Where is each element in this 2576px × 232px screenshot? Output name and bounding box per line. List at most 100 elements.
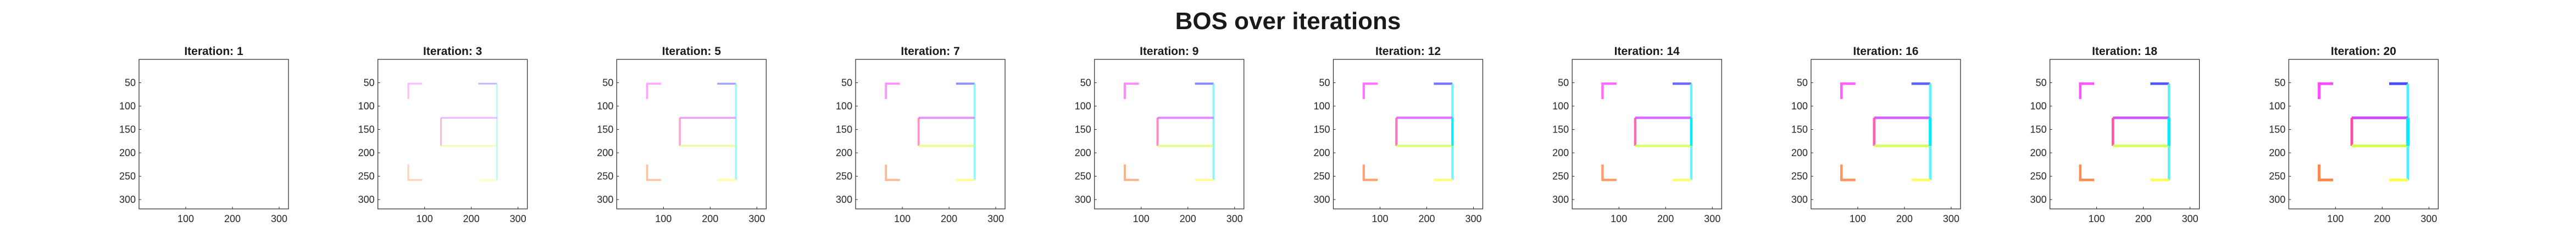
axes-box bbox=[616, 59, 767, 209]
y-tick-label: 150 bbox=[2030, 124, 2047, 135]
bos-stroke bbox=[646, 164, 662, 181]
y-tick-label: 150 bbox=[119, 124, 136, 135]
bos-stroke bbox=[1601, 164, 1617, 181]
bos-image bbox=[407, 82, 498, 181]
y-tick-label: 50 bbox=[364, 78, 375, 89]
bos-image bbox=[1124, 82, 1215, 181]
x-tick-label: 300 bbox=[987, 213, 1004, 224]
x-tick-label: 300 bbox=[2420, 213, 2437, 224]
x-tick-label: 200 bbox=[702, 213, 718, 224]
y-tick-label: 250 bbox=[1075, 171, 1091, 182]
y-tick-label: 250 bbox=[119, 171, 136, 182]
panel-8: Iteration: 16 100 200 300 50 100 150 200 250 300 bbox=[1791, 45, 1961, 224]
y-tick-label: 150 bbox=[1313, 124, 1330, 135]
x-tick-label: 100 bbox=[2089, 213, 2105, 224]
panel-1: Iteration: 1 100 200 300 50 100 150 200 250 300 bbox=[119, 45, 289, 224]
y-tick-label: 50 bbox=[1558, 78, 1569, 89]
bos-stroke bbox=[885, 164, 900, 181]
y-tick-label: 50 bbox=[602, 78, 613, 89]
bos-stroke bbox=[407, 82, 423, 100]
y-tick-label: 50 bbox=[1080, 78, 1091, 89]
panel-title: Iteration: 20 bbox=[2331, 45, 2396, 58]
axes-box bbox=[1811, 59, 1961, 209]
panel-3: Iteration: 5 100 200 300 50 100 150 200 250 300 bbox=[597, 45, 767, 224]
bos-stroke bbox=[2079, 164, 2095, 181]
axes-box bbox=[855, 59, 1006, 209]
axes-box bbox=[377, 59, 528, 209]
y-tick-label: 200 bbox=[119, 147, 136, 158]
axes-box bbox=[1333, 59, 1484, 209]
x-tick-label: 300 bbox=[2182, 213, 2199, 224]
y-tick-label: 200 bbox=[836, 147, 852, 158]
y-tick-label: 100 bbox=[2269, 101, 2285, 112]
y-tick-label: 250 bbox=[1313, 171, 1330, 182]
panel-title: Iteration: 7 bbox=[901, 45, 959, 58]
y-tick-label: 50 bbox=[841, 78, 852, 89]
bos-stroke bbox=[1840, 164, 1856, 181]
x-tick-label: 200 bbox=[1180, 213, 1196, 224]
bos-stroke bbox=[1124, 164, 1139, 181]
y-tick-label: 50 bbox=[2036, 78, 2047, 89]
axes-box bbox=[1094, 59, 1245, 209]
bos-image bbox=[1601, 82, 1693, 181]
y-tick-label: 250 bbox=[1552, 171, 1569, 182]
panel-title: Iteration: 16 bbox=[1853, 45, 1918, 58]
x-tick-label: 200 bbox=[1418, 213, 1435, 224]
panel-6: Iteration: 12 100 200 300 50 100 150 200 250 300 bbox=[1313, 45, 1484, 224]
x-tick-label: 100 bbox=[2327, 213, 2344, 224]
bos-image bbox=[1840, 82, 1932, 181]
y-tick-label: 300 bbox=[1075, 194, 1091, 205]
x-tick-label: 200 bbox=[1896, 213, 1913, 224]
x-tick-label: 100 bbox=[1850, 213, 1866, 224]
panel-title: Iteration: 18 bbox=[2092, 45, 2157, 58]
y-tick-label: 100 bbox=[358, 101, 375, 112]
y-tick-label: 100 bbox=[1552, 101, 1569, 112]
panel-2: Iteration: 3 100 200 300 50 100 150 200 250 300 bbox=[358, 45, 528, 224]
axes-box bbox=[2288, 59, 2439, 209]
y-tick-label: 150 bbox=[1791, 124, 1808, 135]
y-tick-label: 300 bbox=[358, 194, 375, 205]
x-tick-label: 200 bbox=[463, 213, 480, 224]
y-tick-label: 300 bbox=[597, 194, 613, 205]
y-tick-label: 150 bbox=[1075, 124, 1091, 135]
figure-title: BOS over iterations bbox=[1175, 8, 1401, 35]
bos-stroke bbox=[2079, 82, 2095, 100]
axes-box bbox=[2050, 59, 2200, 209]
bos-stroke bbox=[2318, 164, 2333, 181]
y-tick-label: 300 bbox=[2030, 194, 2047, 205]
y-tick-label: 100 bbox=[1075, 101, 1091, 112]
bos-image bbox=[2318, 82, 2410, 181]
x-tick-label: 200 bbox=[2135, 213, 2152, 224]
y-tick-label: 250 bbox=[1791, 171, 1808, 182]
x-tick-label: 300 bbox=[271, 213, 287, 224]
y-tick-label: 150 bbox=[2269, 124, 2285, 135]
x-tick-label: 100 bbox=[177, 213, 194, 224]
axes-box bbox=[1572, 59, 1722, 209]
bos-stroke bbox=[1362, 82, 1378, 100]
bos-stroke bbox=[1840, 82, 1856, 100]
y-tick-label: 100 bbox=[2030, 101, 2047, 112]
y-tick-label: 300 bbox=[1791, 194, 1808, 205]
y-tick-label: 250 bbox=[2269, 171, 2285, 182]
y-tick-label: 100 bbox=[1791, 101, 1808, 112]
panel-4: Iteration: 7 100 200 300 50 100 150 200 250 300 bbox=[836, 45, 1006, 224]
x-tick-label: 100 bbox=[1133, 213, 1150, 224]
y-tick-label: 300 bbox=[2269, 194, 2285, 205]
x-tick-label: 100 bbox=[1611, 213, 1627, 224]
panel-title: Iteration: 1 bbox=[184, 45, 243, 58]
x-tick-label: 100 bbox=[655, 213, 671, 224]
bos-stroke bbox=[1362, 164, 1378, 181]
bos-stroke bbox=[1124, 82, 1139, 100]
axes-box bbox=[138, 59, 289, 209]
bos-stroke bbox=[646, 82, 662, 100]
y-tick-label: 100 bbox=[597, 101, 613, 112]
x-tick-label: 300 bbox=[510, 213, 526, 224]
x-tick-label: 100 bbox=[894, 213, 911, 224]
y-tick-label: 250 bbox=[597, 171, 613, 182]
panel-10: Iteration: 20 100 200 300 50 100 150 200 250 300 bbox=[2269, 45, 2439, 224]
y-tick-label: 50 bbox=[1319, 78, 1330, 89]
y-tick-label: 150 bbox=[1552, 124, 1569, 135]
x-tick-label: 300 bbox=[748, 213, 765, 224]
x-tick-label: 300 bbox=[1226, 213, 1243, 224]
y-tick-label: 250 bbox=[836, 171, 852, 182]
